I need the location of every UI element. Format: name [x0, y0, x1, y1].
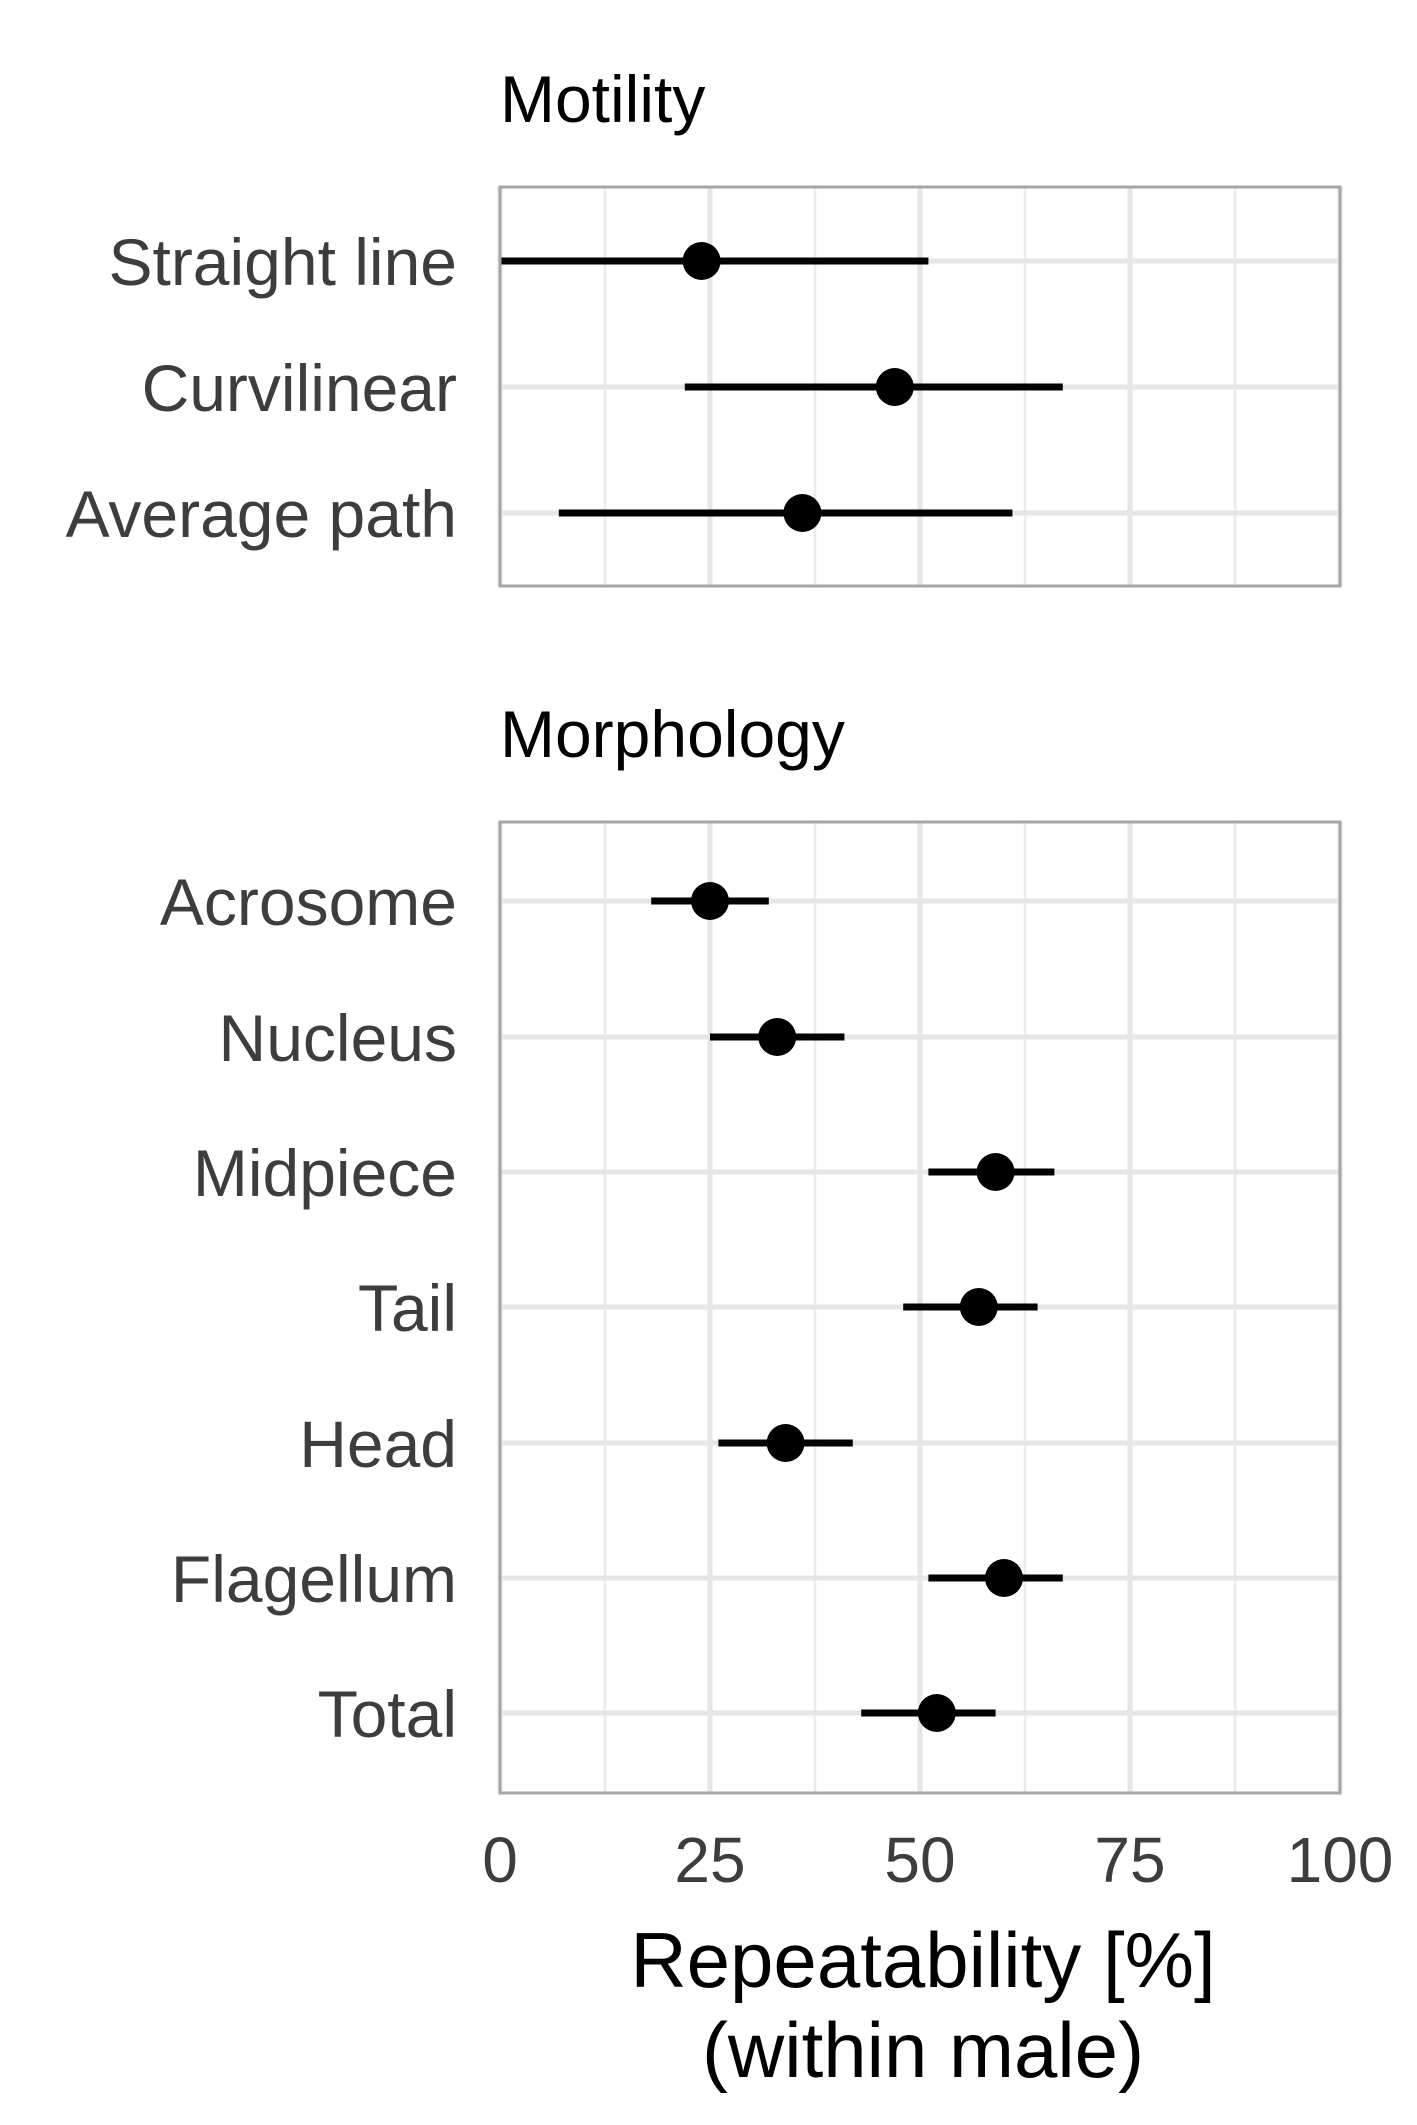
x-tick-label-75: 75 [1094, 1824, 1165, 1896]
panel-title-motility: Motility [500, 62, 705, 136]
category-label-acrosome: Acrosome [160, 865, 457, 939]
data-point-head [766, 1424, 805, 1462]
category-label-average-path: Average path [66, 477, 457, 551]
panel-motility: Motility Straight line Curvilinear Average … [66, 62, 1343, 588]
panel-morphology: Morphology Acrosome Nucleus Midpiece Tail Hea… [160, 697, 1343, 1795]
x-axis-title-line-2: (within male) [702, 2006, 1144, 2094]
category-label-midpiece: Midpiece [193, 1136, 457, 1210]
data-point-straight-line [682, 242, 721, 280]
x-tick-label-25: 25 [674, 1824, 745, 1896]
data-point-average-path [783, 494, 822, 532]
panel-title-morphology: Morphology [500, 697, 845, 771]
panel-border-motility [498, 185, 1342, 588]
x-axis-title-line-1: Repeatability [%] [630, 1916, 1215, 2004]
category-label-tail: Tail [358, 1271, 457, 1345]
category-label-flagellum: Flagellum [171, 1542, 457, 1616]
category-label-head: Head [299, 1407, 457, 1481]
category-label-straight-line: Straight line [108, 225, 457, 299]
data-point-midpiece [976, 1153, 1015, 1191]
x-tick-label-100: 100 [1287, 1824, 1394, 1896]
x-axis: 0 25 50 75 100 [482, 1824, 1393, 1896]
data-point-flagellum [985, 1559, 1023, 1597]
data-point-nucleus [758, 1018, 797, 1056]
data-point-tail [959, 1288, 998, 1326]
category-label-nucleus: Nucleus [219, 1001, 457, 1075]
x-tick-label-0: 0 [482, 1824, 518, 1896]
panel-border-morphology [498, 820, 1342, 1795]
data-point-total [917, 1694, 956, 1732]
category-label-total: Total [318, 1677, 457, 1751]
data-point-curvilinear [875, 368, 914, 406]
x-tick-label-50: 50 [884, 1824, 955, 1896]
category-label-curvilinear: Curvilinear [142, 351, 457, 425]
data-point-acrosome [691, 882, 729, 920]
